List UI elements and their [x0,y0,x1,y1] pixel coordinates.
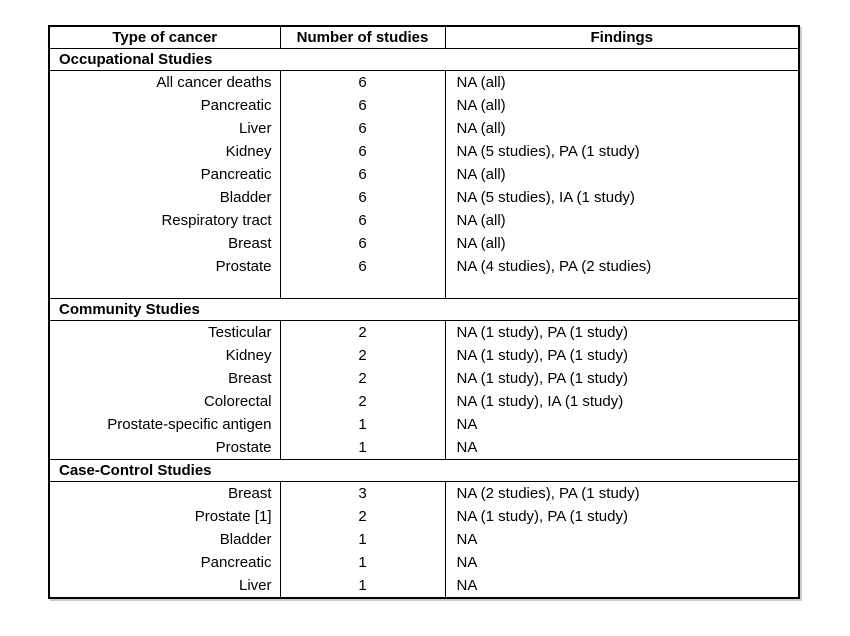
study-count-cell: 1 [280,436,446,460]
cancer-type-cell: Breast [48,232,281,255]
cancer-type-cell: All cancer deaths [48,70,281,94]
study-count-cell: 1 [280,413,446,436]
column-header-number-of-studies: Number of studies [279,25,446,49]
findings-cell: NA (4 studies), PA (2 studies) [445,255,800,278]
cancer-type-cell: Colorectal [48,390,281,413]
table-row: Prostate-specific antigen 1 NA [48,413,800,436]
findings-cell: NA [445,528,800,551]
table-row: Respiratory tract 6 NA (all) [48,209,800,232]
table-row: Colorectal 2 NA (1 study), IA (1 study) [48,390,800,413]
empty-cell [445,278,800,299]
findings-cell: NA (1 study), PA (1 study) [445,344,800,367]
study-count-cell: 2 [280,390,446,413]
table-row: Prostate [1] 2 NA (1 study), PA (1 study… [48,505,800,528]
study-count-cell: 2 [280,344,446,367]
table-row: Bladder 1 NA [48,528,800,551]
findings-cell: NA (1 study), PA (1 study) [445,367,800,390]
cancer-type-cell: Breast [48,481,281,505]
findings-cell: NA (2 studies), PA (1 study) [445,481,800,505]
study-count-cell: 6 [280,140,446,163]
section-title-case-control: Case-Control Studies [48,459,800,482]
section-header-row: Community Studies [48,298,800,321]
cancer-type-cell: Prostate-specific antigen [48,413,281,436]
findings-cell: NA (1 study), IA (1 study) [445,390,800,413]
table-row: Liver 1 NA [48,574,800,598]
cancer-type-cell: Liver [48,117,281,140]
findings-cell: NA (1 study), PA (1 study) [445,320,800,344]
study-count-cell: 1 [280,528,446,551]
study-count-cell: 6 [280,232,446,255]
findings-cell: NA (all) [445,70,800,94]
column-header-row: Type of cancer Number of studies Finding… [48,25,800,49]
table-row: All cancer deaths 6 NA (all) [48,70,800,94]
study-count-cell: 6 [280,94,446,117]
findings-cell: NA (all) [445,163,800,186]
cancer-studies-table: Type of cancer Number of studies Finding… [48,25,800,599]
findings-cell: NA [445,436,800,460]
cancer-type-cell: Pancreatic [48,163,281,186]
study-count-cell: 6 [280,255,446,278]
empty-spacer-row [48,278,800,299]
cancer-type-cell: Pancreatic [48,94,281,117]
section-title-occupational: Occupational Studies [48,48,800,71]
cancer-type-cell: Kidney [48,140,281,163]
cancer-type-cell: Respiratory tract [48,209,281,232]
cancer-type-cell: Prostate [1] [48,505,281,528]
findings-cell: NA (all) [445,94,800,117]
cancer-type-cell: Testicular [48,320,281,344]
study-count-cell: 2 [280,320,446,344]
study-count-cell: 6 [280,163,446,186]
table-row: Prostate 6 NA (4 studies), PA (2 studies… [48,255,800,278]
cancer-type-cell: Pancreatic [48,551,281,574]
table-row: Liver 6 NA (all) [48,117,800,140]
findings-cell: NA [445,551,800,574]
cancer-type-cell: Liver [48,574,281,598]
section-header-row: Occupational Studies [48,48,800,71]
findings-cell: NA (all) [445,209,800,232]
section-title-community: Community Studies [48,298,800,321]
cancer-type-cell: Bladder [48,186,281,209]
table-row: Prostate 1 NA [48,436,800,460]
findings-cell: NA [445,413,800,436]
findings-cell: NA [445,574,800,598]
table-row: Kidney 6 NA (5 studies), PA (1 study) [48,140,800,163]
table-row: Testicular 2 NA (1 study), PA (1 study) [48,320,800,344]
findings-cell: NA (all) [445,117,800,140]
empty-cell [48,278,281,299]
cancer-type-cell: Breast [48,367,281,390]
table-row: Pancreatic 6 NA (all) [48,94,800,117]
study-count-cell: 1 [280,551,446,574]
findings-cell: NA (all) [445,232,800,255]
section-header-row: Case-Control Studies [48,459,800,482]
table-row: Pancreatic 1 NA [48,551,800,574]
empty-cell [280,278,446,299]
table-row: Breast 3 NA (2 studies), PA (1 study) [48,481,800,505]
findings-cell: NA (5 studies), PA (1 study) [445,140,800,163]
column-header-findings: Findings [444,25,800,49]
study-count-cell: 2 [280,367,446,390]
study-count-cell: 6 [280,117,446,140]
study-count-cell: 6 [280,70,446,94]
table-row: Breast 2 NA (1 study), PA (1 study) [48,367,800,390]
study-count-cell: 2 [280,505,446,528]
column-header-type-of-cancer: Type of cancer [48,25,281,49]
study-count-cell: 1 [280,574,446,598]
table-row: Pancreatic 6 NA (all) [48,163,800,186]
study-count-cell: 3 [280,481,446,505]
findings-cell: NA (1 study), PA (1 study) [445,505,800,528]
table-row: Breast 6 NA (all) [48,232,800,255]
cancer-type-cell: Kidney [48,344,281,367]
cancer-type-cell: Prostate [48,436,281,460]
study-count-cell: 6 [280,186,446,209]
study-count-cell: 6 [280,209,446,232]
table-row: Bladder 6 NA (5 studies), IA (1 study) [48,186,800,209]
findings-cell: NA (5 studies), IA (1 study) [445,186,800,209]
cancer-type-cell: Prostate [48,255,281,278]
table-row: Kidney 2 NA (1 study), PA (1 study) [48,344,800,367]
cancer-type-cell: Bladder [48,528,281,551]
